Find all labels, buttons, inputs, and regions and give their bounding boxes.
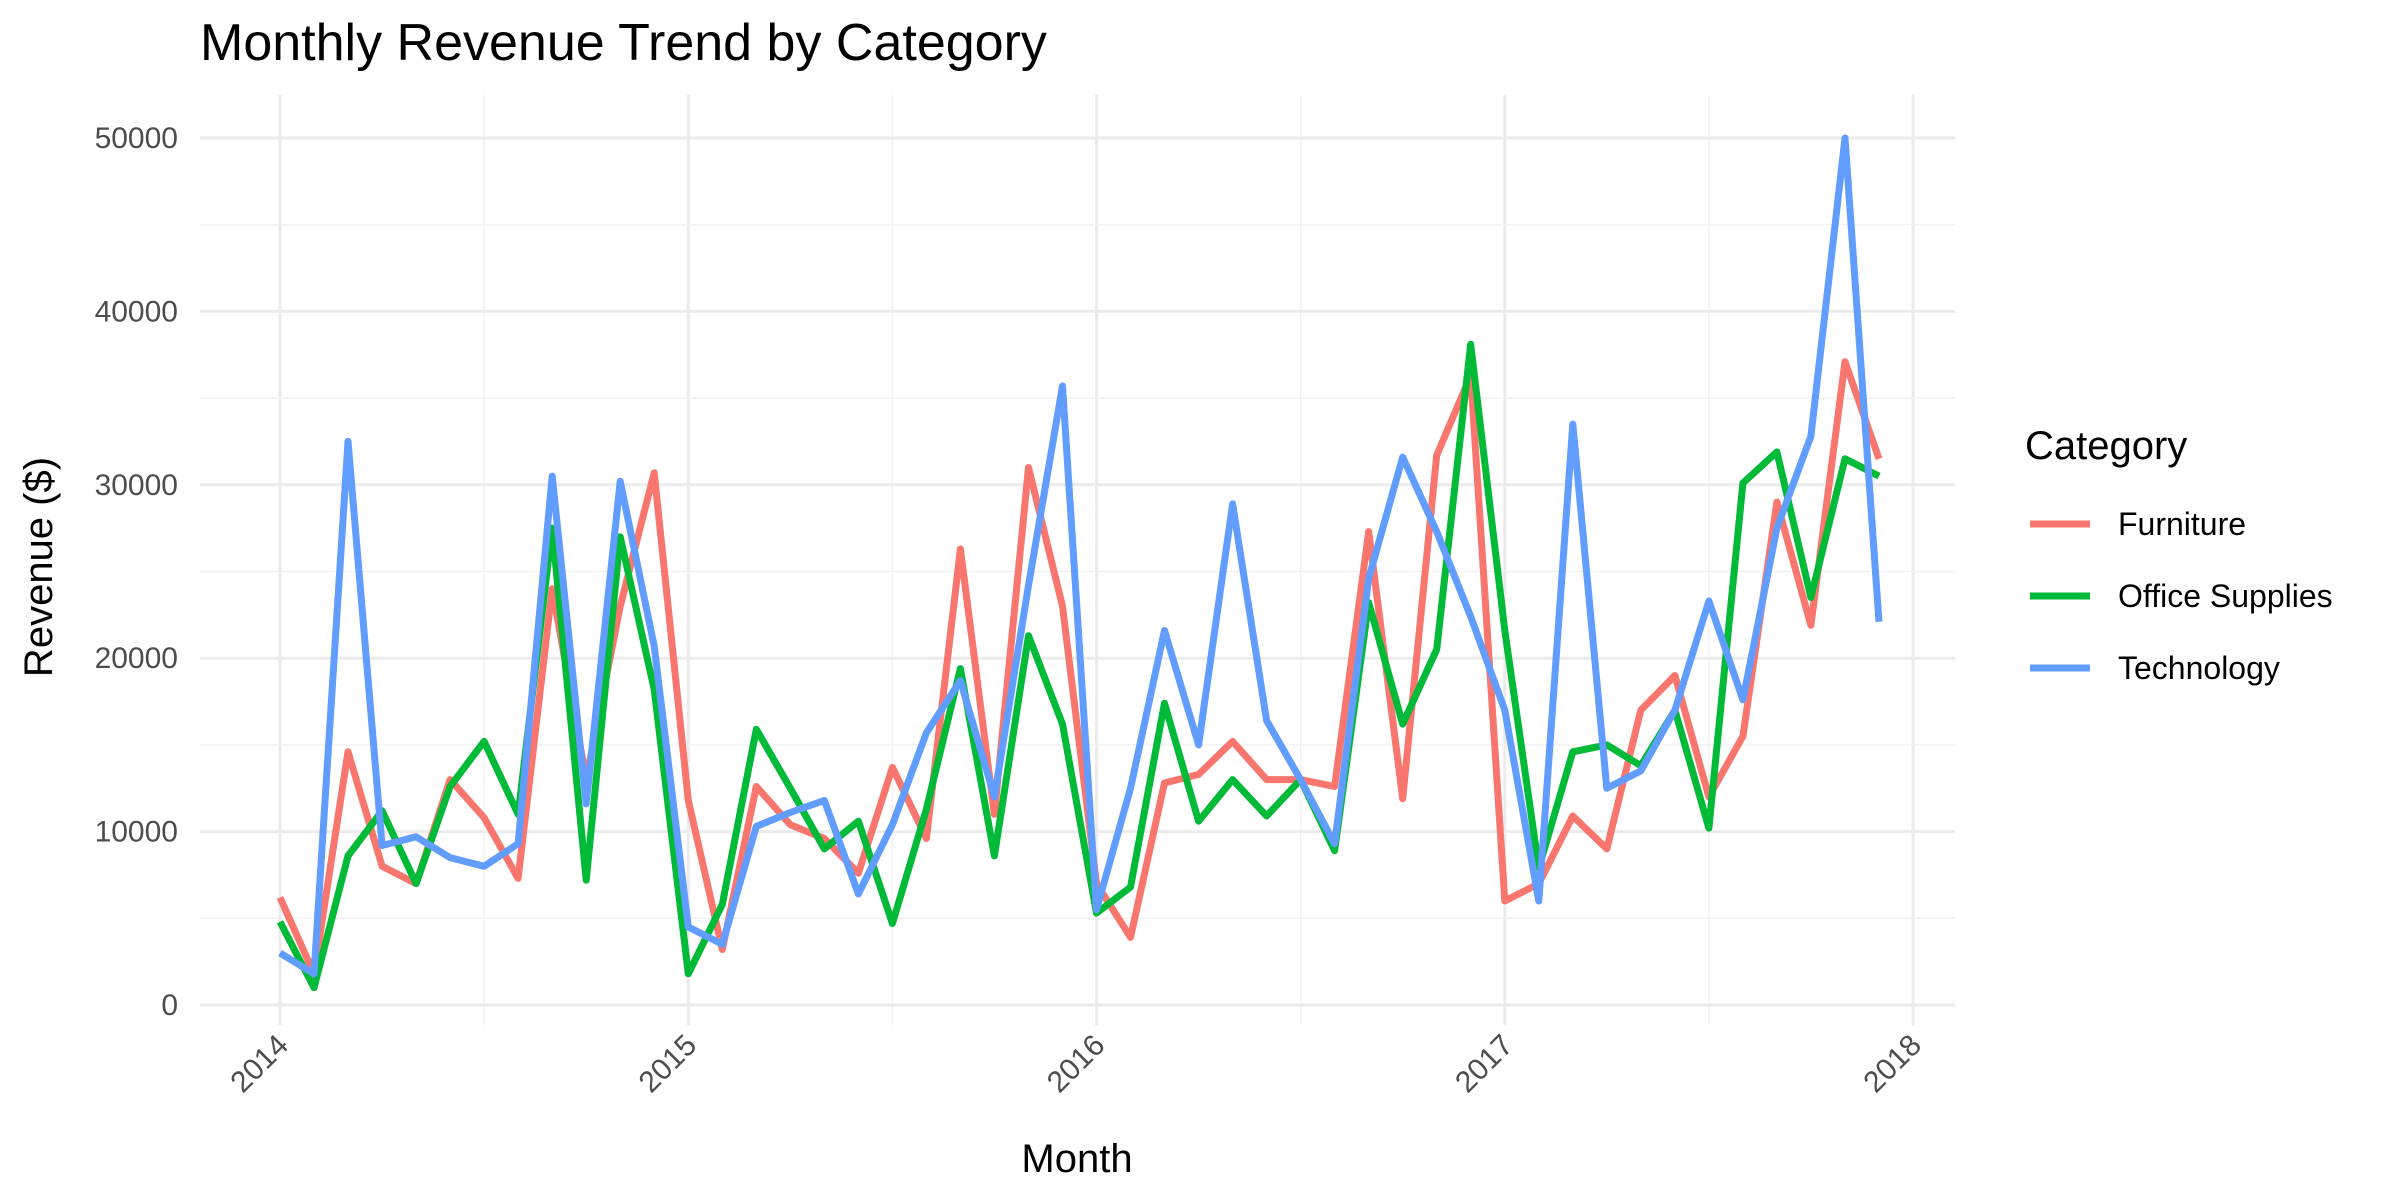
series-line-technology: [278, 134, 1883, 978]
grid-lines: [200, 95, 1955, 1025]
y-tick-label: 0: [161, 989, 178, 1022]
x-tick-label: 2018: [1857, 1029, 1928, 1100]
series-lines: [276, 134, 1883, 992]
x-axis-title: Month: [1021, 1137, 1132, 1181]
x-axis-ticks: 2014 2015 2016 2017 2018: [224, 1029, 1928, 1100]
legend-label: Furniture: [2118, 506, 2246, 542]
y-axis-ticks: 0 10000 20000 30000 40000 50000: [95, 122, 178, 1022]
y-tick-label: 10000: [95, 816, 178, 849]
y-tick-label: 30000: [95, 469, 178, 502]
y-tick-label: 20000: [95, 642, 178, 675]
x-tick-label: 2015: [633, 1029, 704, 1100]
x-tick-label: 2014: [224, 1029, 295, 1100]
legend-label: Office Supplies: [2118, 578, 2333, 614]
legend-title: Category: [2025, 424, 2187, 468]
legend: Category Furniture Office Supplies Technol…: [2025, 424, 2333, 686]
series-line-office-supplies: [276, 340, 1881, 992]
series-line-furniture: [276, 358, 1883, 978]
legend-label: Technology: [2118, 650, 2280, 686]
x-tick-label: 2016: [1041, 1029, 1112, 1100]
x-tick-label: 2017: [1449, 1029, 1520, 1100]
chart-title: Monthly Revenue Trend by Category: [200, 14, 1047, 72]
y-tick-label: 50000: [95, 122, 178, 155]
y-tick-label: 40000: [95, 295, 178, 328]
y-axis-title: Revenue ($): [17, 457, 61, 677]
